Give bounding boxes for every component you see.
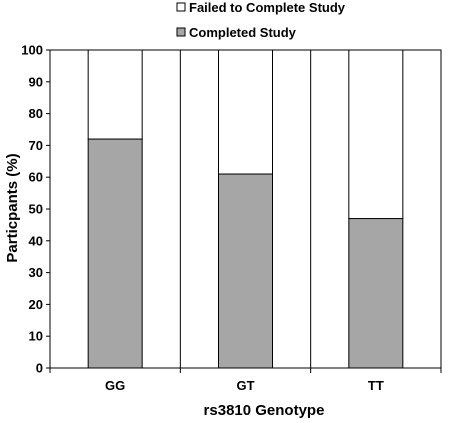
y-axis-label: Particpants (%) bbox=[4, 153, 21, 262]
x-tick-labels: GG GT TT bbox=[49, 368, 442, 393]
legend: Failed to Complete Study Completed Study bbox=[176, 0, 346, 40]
y-tick-label: 100 bbox=[21, 43, 43, 58]
y-tick-label: 0 bbox=[36, 361, 43, 376]
y-tick-label: 10 bbox=[29, 329, 43, 344]
bar-tt-series-0 bbox=[348, 218, 404, 369]
y-tick-label: 90 bbox=[29, 74, 43, 89]
y-tick-label: 40 bbox=[29, 233, 43, 248]
bar-tt-series-1 bbox=[348, 49, 404, 220]
x-tick-label-tt: TT bbox=[368, 378, 384, 393]
gridlines bbox=[179, 50, 312, 368]
x-tick-label-gt: GT bbox=[236, 378, 254, 393]
y-tick-label: 50 bbox=[29, 202, 43, 217]
bar-gg-series-1 bbox=[87, 49, 143, 140]
y-tick-label: 30 bbox=[29, 265, 43, 280]
x-axis-label: rs3810 Genotype bbox=[204, 402, 325, 419]
legend-swatch-completed bbox=[176, 27, 186, 37]
y-tick-labels: 0 10 20 30 40 50 60 70 80 90 100 bbox=[21, 43, 50, 376]
y-tick-label: 80 bbox=[29, 106, 43, 121]
y-tick-label: 20 bbox=[29, 297, 43, 312]
bar-gt-series-0 bbox=[218, 173, 273, 369]
legend-label-completed: Completed Study bbox=[189, 25, 297, 40]
legend-label-failed: Failed to Complete Study bbox=[189, 0, 346, 15]
bars bbox=[87, 49, 404, 369]
y-tick-label: 60 bbox=[29, 170, 43, 185]
x-tick-label-gg: GG bbox=[105, 378, 125, 393]
y-tick-label: 70 bbox=[29, 138, 43, 153]
bar-gg-series-0 bbox=[87, 138, 143, 369]
legend-swatch-failed bbox=[176, 2, 186, 12]
bar-gt-series-1 bbox=[218, 49, 273, 175]
